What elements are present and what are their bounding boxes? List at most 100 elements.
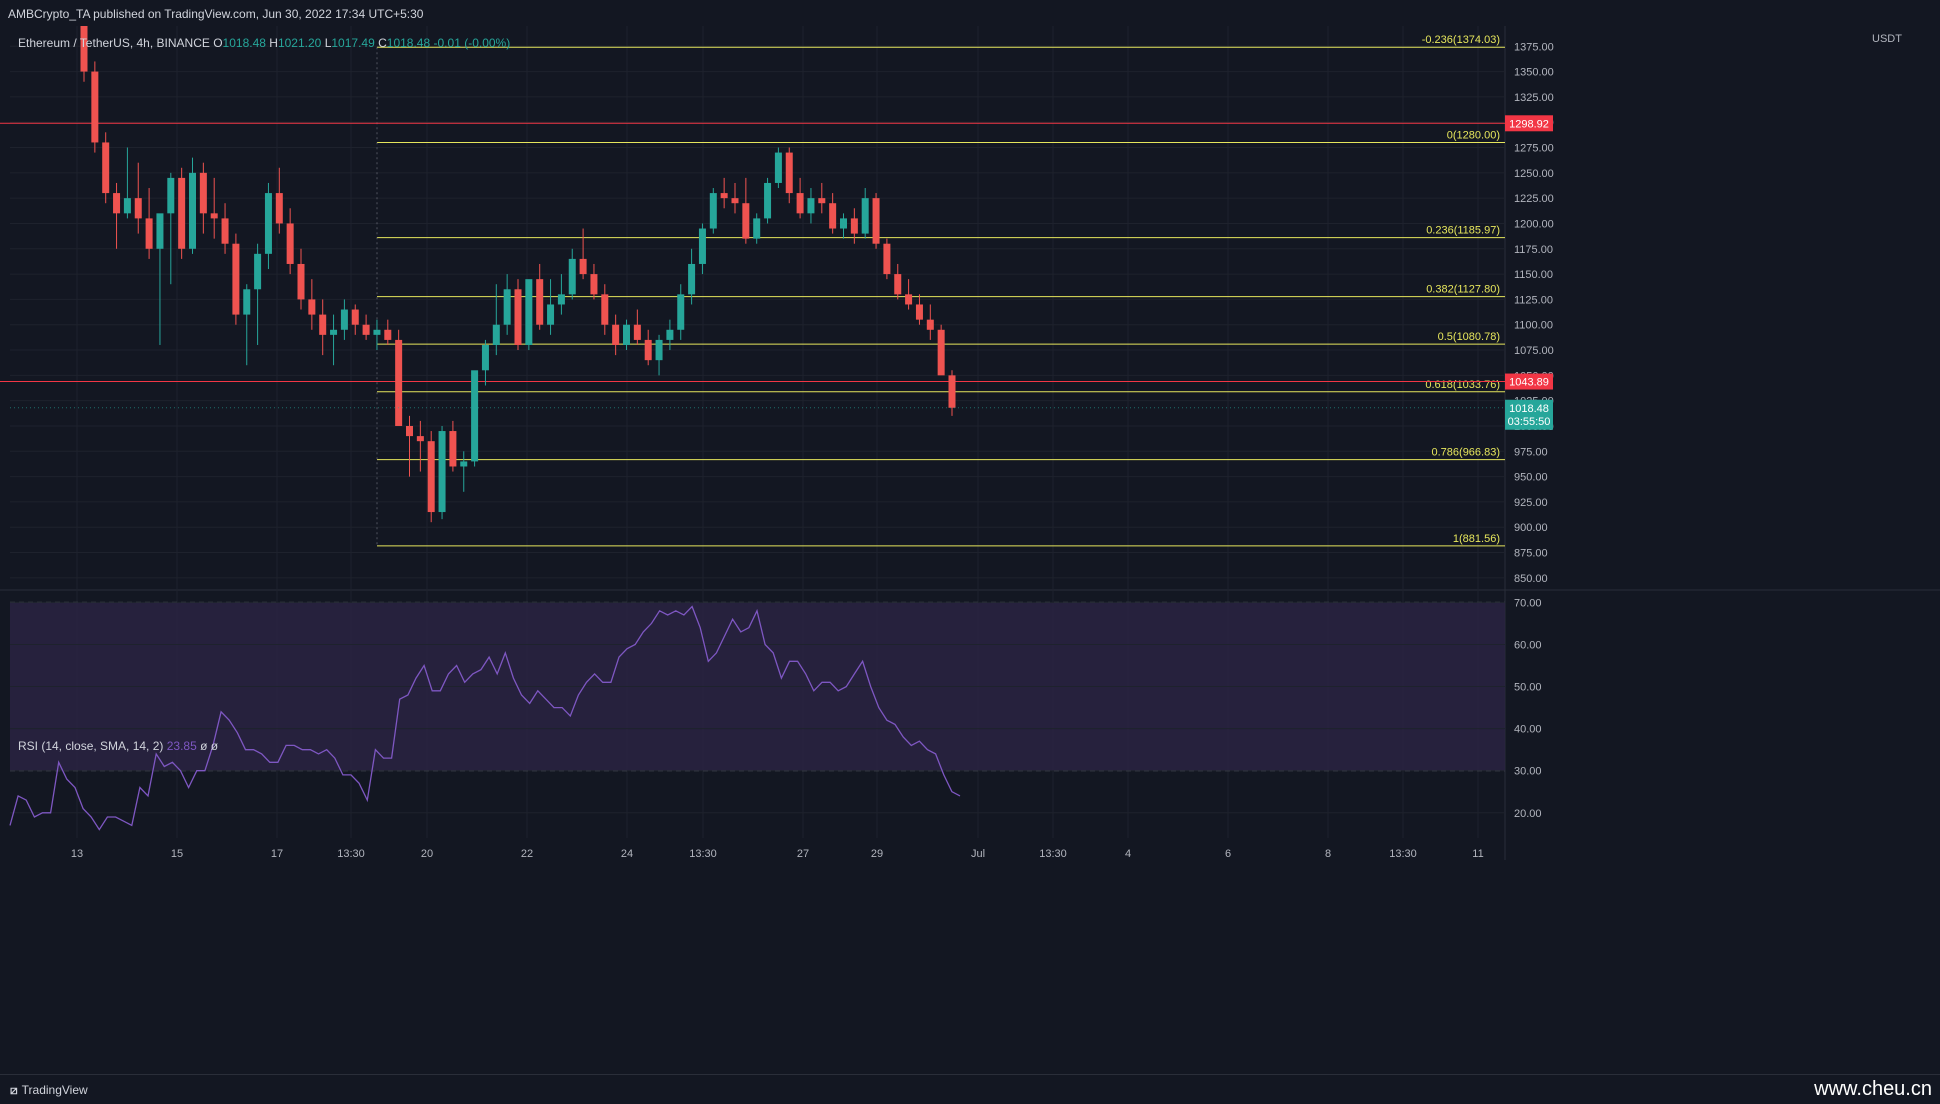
price-tick-label: 1350.00 xyxy=(1514,67,1554,79)
x-tick-label: 24 xyxy=(621,848,633,860)
close-value: 1018.48 xyxy=(386,36,431,50)
candle-body xyxy=(688,263,696,295)
fib-label: 0.5(1080.78) xyxy=(1438,331,1500,343)
candle-body xyxy=(514,289,522,345)
price-tick-label: 1100.00 xyxy=(1514,320,1553,332)
x-tick-label: 8 xyxy=(1325,848,1331,860)
open-value: 1018.48 xyxy=(222,36,266,50)
candle-body xyxy=(557,294,565,305)
candle-body xyxy=(178,177,186,249)
fib-label: 1(881.56) xyxy=(1453,533,1500,545)
tradingview-brand[interactable]: ⧄ TradingView xyxy=(10,1083,88,1098)
fib-label: 0.618(1033.76) xyxy=(1425,379,1500,391)
chart-svg[interactable]: 850.00875.00900.00925.00950.00975.001000… xyxy=(0,0,1940,1066)
candle-body xyxy=(416,436,424,442)
last-price-badge xyxy=(1505,399,1553,430)
candle-body xyxy=(264,193,272,254)
candle-body xyxy=(547,304,555,325)
candle-body xyxy=(579,258,587,275)
candle-body xyxy=(612,324,620,345)
fib-label: 0(1280.00) xyxy=(1447,129,1500,141)
price-badge xyxy=(1505,115,1553,132)
candle-body xyxy=(395,339,403,426)
candle-body xyxy=(536,279,544,325)
candle-body xyxy=(818,198,826,204)
x-tick-label: 13:30 xyxy=(1039,848,1067,860)
candle-body xyxy=(915,304,923,320)
candle-body xyxy=(503,289,511,325)
fib-label: 0.382(1127.80) xyxy=(1426,284,1500,296)
candle-body xyxy=(167,177,175,214)
symbol-title: Ethereum / TetherUS, 4h, BINANCE xyxy=(18,36,210,50)
last-price-label: 1018.48 xyxy=(1509,403,1549,415)
x-tick-label: 13:30 xyxy=(1389,848,1417,860)
x-tick-label: 4 xyxy=(1125,848,1131,860)
candle-body xyxy=(156,213,164,249)
candle-body xyxy=(319,314,327,335)
candle-body xyxy=(601,294,609,325)
candle-body xyxy=(145,218,153,249)
rsi-tick-label: 70.00 xyxy=(1514,597,1542,609)
x-tick-label: Jul xyxy=(971,848,985,860)
x-tick-label: 22 xyxy=(521,848,533,860)
rsi-line xyxy=(9,605,961,831)
x-tick-label: 17 xyxy=(271,848,283,860)
x-tick-label: 27 xyxy=(797,848,809,860)
rsi-tick-label: 30.00 xyxy=(1514,766,1542,778)
price-tick-label: 850.00 xyxy=(1514,573,1548,585)
candle-body xyxy=(905,294,913,305)
rsi-tick-label: 60.00 xyxy=(1514,639,1542,651)
candle-body xyxy=(340,309,348,330)
candles-group xyxy=(80,0,956,523)
candle-body xyxy=(384,329,392,340)
price-tick-label: 1250.00 xyxy=(1514,168,1554,180)
price-tick-label: 1125.00 xyxy=(1514,294,1553,306)
candle-body xyxy=(275,193,283,224)
price-tick-label: 1375.00 xyxy=(1514,41,1554,53)
candle-body xyxy=(373,329,381,335)
candle-body xyxy=(123,198,131,214)
candle-body xyxy=(850,218,858,234)
candle-body xyxy=(796,193,804,214)
candle-body xyxy=(427,441,435,513)
candle-body xyxy=(199,172,207,214)
rsi-label: RSI (14, close, SMA, 14, 2) xyxy=(18,739,164,753)
price-badge-label: 1043.89 xyxy=(1509,377,1549,389)
x-tick-label: 6 xyxy=(1225,848,1231,860)
fib-label: 0.786(966.83) xyxy=(1432,447,1501,459)
price-tick-label: 950.00 xyxy=(1514,472,1548,484)
candle-body xyxy=(829,203,837,229)
candle-body xyxy=(698,228,706,264)
candle-body xyxy=(709,193,717,229)
high-value: 1021.20 xyxy=(277,36,322,50)
candle-body xyxy=(633,324,641,340)
candle-body xyxy=(254,253,262,290)
change-value: -0.01 (-0.00%) xyxy=(433,36,511,50)
x-tick-label: 11 xyxy=(1472,848,1483,860)
x-tick-label: 13:30 xyxy=(689,848,717,860)
candle-body xyxy=(80,0,88,72)
candle-body xyxy=(134,198,142,219)
candle-body xyxy=(774,152,782,183)
candle-body xyxy=(655,339,663,361)
watermark: www.cheu.cn xyxy=(1814,1078,1932,1100)
low-label: L xyxy=(324,36,332,50)
price-tick-label: 1275.00 xyxy=(1514,143,1554,155)
brand-name: TradingView xyxy=(21,1083,88,1097)
candle-body xyxy=(623,324,630,345)
low-value: 1017.49 xyxy=(331,36,375,50)
price-tick-label: 1075.00 xyxy=(1514,345,1554,357)
candle-body xyxy=(764,182,772,219)
candle-body xyxy=(883,243,891,275)
candle-body xyxy=(113,193,121,214)
chart-area[interactable]: 850.00875.00900.00925.00950.00975.001000… xyxy=(0,0,1940,1066)
candle-body xyxy=(460,461,468,467)
price-tick-label: 1150.00 xyxy=(1514,269,1553,281)
candle-body xyxy=(590,274,598,295)
candle-body xyxy=(807,198,815,214)
candle-body xyxy=(872,198,880,244)
tradingview-logo-icon: ⧄ xyxy=(10,1083,18,1097)
price-tick-label: 1325.00 xyxy=(1514,92,1554,104)
candle-body xyxy=(568,258,576,295)
candle-body xyxy=(210,213,218,219)
